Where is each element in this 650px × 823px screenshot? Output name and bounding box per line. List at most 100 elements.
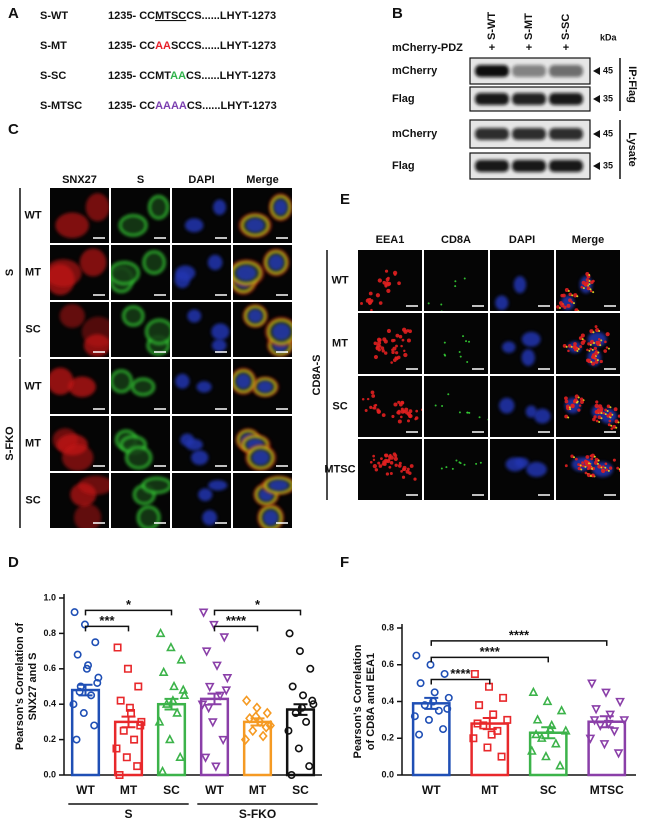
puncta-green: [475, 462, 478, 465]
puncta-red: [581, 461, 585, 465]
y-tick-label: 0.8: [43, 628, 56, 638]
lane-label: S-WT: [486, 12, 498, 40]
nucleus: [236, 373, 251, 389]
puncta-red: [577, 466, 582, 471]
nucleus: [525, 405, 537, 418]
puncta-green: [479, 461, 482, 464]
sequence-part: CS......LHYT-1273: [187, 100, 277, 112]
data-point: [116, 696, 125, 705]
data-point: [84, 661, 93, 670]
nucleus: [269, 480, 289, 491]
puncta-red: [380, 346, 385, 350]
puncta-green: [589, 288, 592, 291]
puncta-green: [558, 306, 561, 309]
puncta-red: [392, 452, 397, 456]
puncta-red: [589, 347, 593, 351]
puncta-red: [612, 424, 617, 429]
puncta-green: [462, 335, 465, 338]
data-point: [198, 608, 209, 618]
puncta-red: [386, 328, 392, 334]
puncta-red: [597, 404, 603, 409]
puncta-green: [443, 353, 446, 356]
marker-size: 45: [603, 65, 613, 75]
micrograph: [50, 245, 109, 300]
significance-label: ****: [450, 666, 471, 681]
nucleus: [198, 488, 213, 502]
puncta-red: [385, 277, 390, 282]
puncta-green: [445, 466, 448, 469]
puncta-red: [597, 338, 601, 341]
puncta-green: [588, 349, 591, 352]
nucleus: [236, 265, 257, 281]
micrograph: [233, 245, 292, 300]
puncta-green: [440, 303, 443, 306]
puncta-green: [582, 287, 585, 290]
puncta-green: [465, 340, 468, 343]
puncta-green: [610, 424, 613, 427]
puncta-red: [595, 350, 598, 353]
nucleus: [534, 408, 551, 424]
sequence-part: 1235- CC: [108, 40, 155, 52]
x-tick-label: SC: [540, 783, 557, 797]
puncta-red: [393, 358, 397, 362]
data-point: [133, 762, 142, 771]
nucleus: [257, 381, 273, 393]
band: [512, 128, 546, 140]
signal-red: [55, 212, 89, 239]
data-point: [528, 686, 539, 696]
puncta-green: [591, 348, 594, 351]
data-point: [178, 684, 189, 694]
panel-letter: F: [340, 554, 349, 571]
puncta-green: [590, 360, 593, 363]
puncta-red: [590, 280, 594, 285]
sequence-part: AAAA: [155, 100, 187, 112]
error-bar: [599, 715, 614, 729]
y-axis-label: SNX27 and S: [27, 653, 39, 721]
puncta-red: [574, 308, 579, 311]
column-label: Merge: [572, 234, 604, 246]
data-point: [426, 660, 435, 669]
row-label: WT: [331, 274, 348, 286]
data-point: [218, 735, 229, 746]
puncta-red: [398, 461, 402, 465]
puncta-red: [381, 413, 386, 417]
unit: kDa: [600, 32, 618, 42]
signal-green: [118, 214, 148, 237]
band: [549, 160, 583, 172]
marker-arrow: [593, 95, 600, 103]
significance-bracket: [430, 678, 491, 685]
puncta-green: [593, 341, 596, 344]
panel-letter: C: [8, 121, 19, 138]
puncta-green: [607, 347, 610, 350]
sequence-part: 1235- CC: [108, 100, 155, 112]
signal-green: [122, 305, 145, 327]
significance-bracket: [84, 625, 130, 632]
puncta-green: [579, 464, 582, 467]
puncta-green: [609, 406, 612, 409]
data-point: [252, 702, 262, 714]
nucleus: [521, 331, 541, 347]
band: [475, 93, 509, 105]
data-point: [90, 721, 99, 730]
marker-arrow: [593, 162, 600, 170]
puncta-green: [604, 413, 607, 416]
row-group: S: [4, 269, 16, 276]
puncta-green: [618, 468, 620, 471]
micrograph: [111, 188, 170, 243]
puncta-green: [447, 393, 450, 396]
micrograph: [172, 359, 231, 414]
data-point: [443, 704, 452, 713]
data-point: [473, 719, 482, 728]
data-point: [587, 679, 597, 689]
data-point: [556, 705, 567, 715]
data-point: [410, 712, 419, 721]
puncta-red: [570, 454, 574, 458]
column-label: S: [137, 174, 144, 186]
puncta-red: [380, 457, 383, 461]
puncta-red: [579, 397, 584, 401]
micrograph: [490, 376, 554, 437]
row-label: MTSC: [324, 463, 355, 475]
data-point: [258, 730, 268, 742]
puncta-red: [567, 349, 570, 353]
puncta-red: [601, 468, 604, 471]
